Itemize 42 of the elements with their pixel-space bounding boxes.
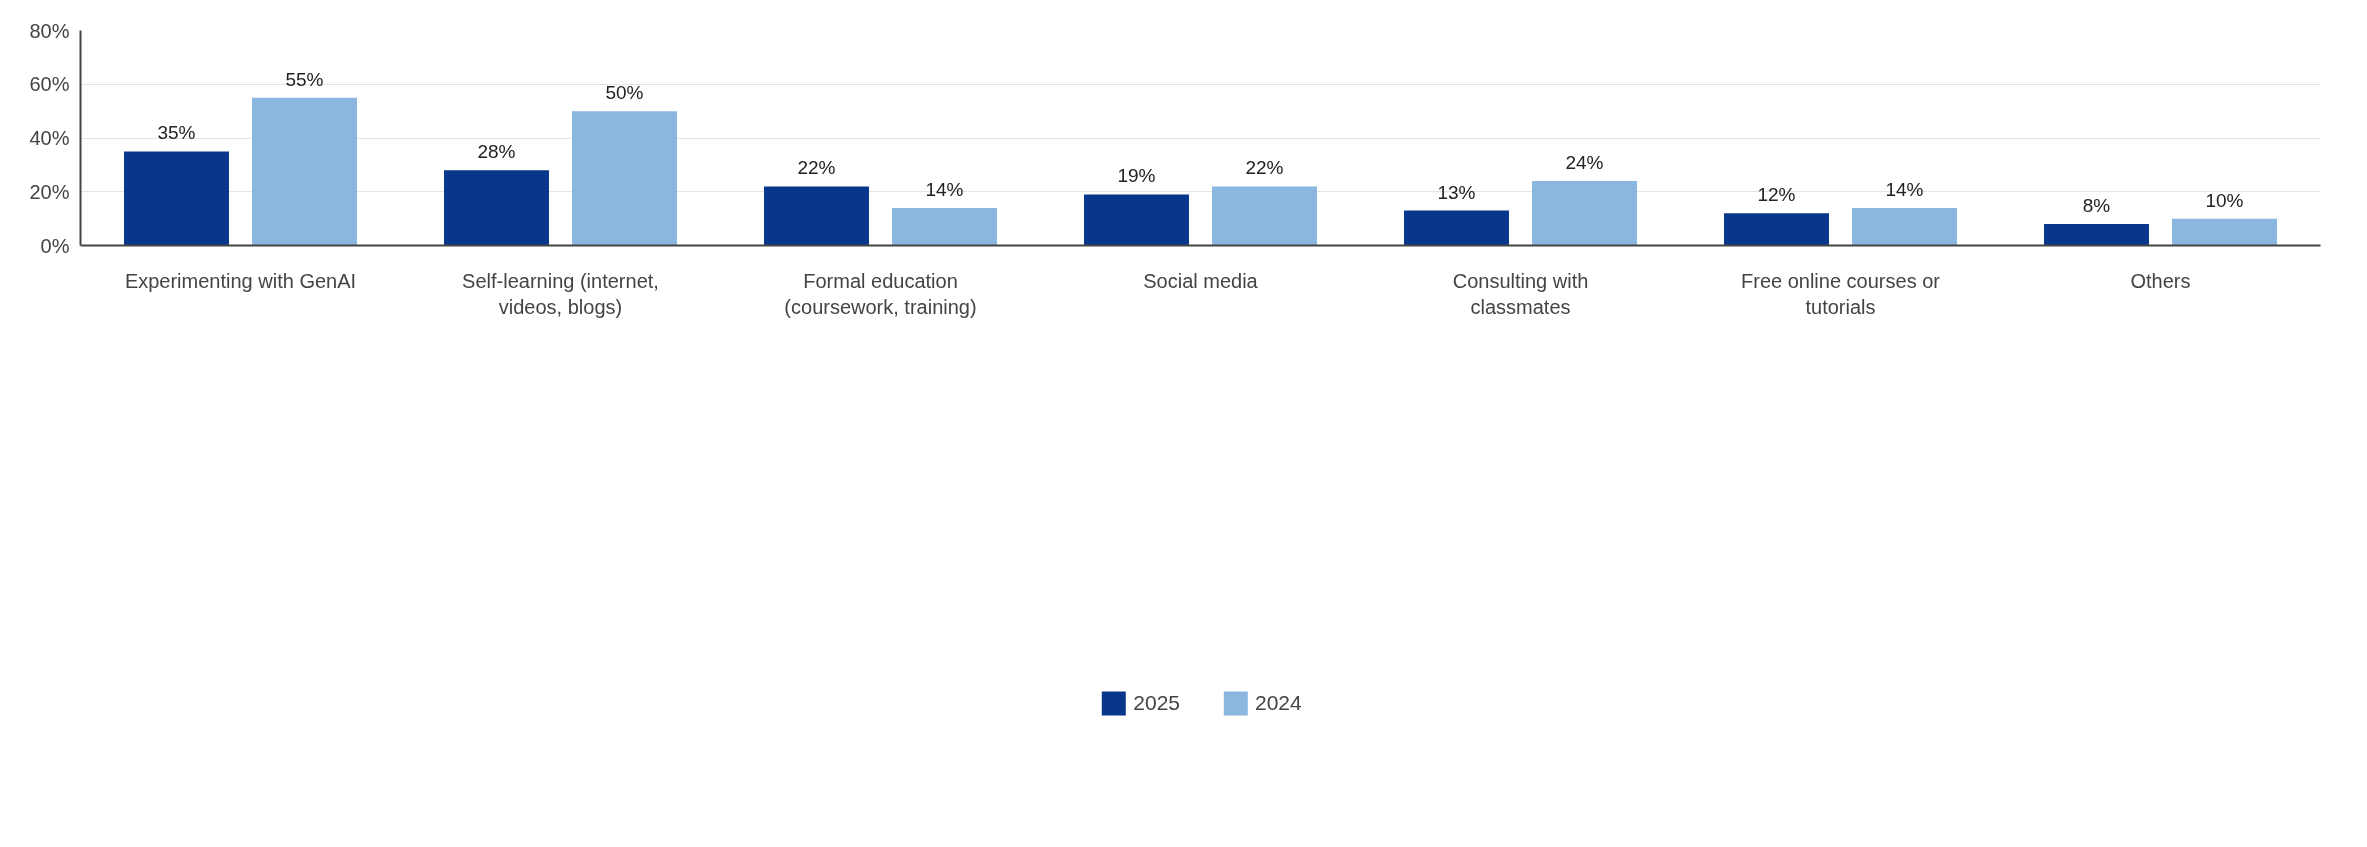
bar (2172, 218, 2277, 246)
legend-label: 2024 (1255, 690, 1302, 715)
bar (252, 97, 357, 246)
data-label: 28% (477, 141, 516, 163)
data-label: 24% (1565, 152, 1604, 173)
bar (1084, 194, 1189, 246)
y-tick-label: 80% (29, 19, 70, 42)
data-label: 10% (2205, 189, 2244, 211)
bar (1532, 181, 1637, 246)
x-tick-label: Others (2130, 269, 2191, 292)
legend-label: 2025 (1133, 690, 1180, 715)
bar (444, 170, 549, 246)
data-label: 35% (157, 122, 196, 144)
data-label: 22% (1245, 157, 1284, 179)
y-tick-label: 20% (29, 180, 70, 203)
x-tick-label: Consulting with classmates (1452, 269, 1589, 318)
bar (764, 186, 869, 246)
data-label: 19% (1117, 165, 1156, 187)
y-tick-label: 60% (29, 73, 70, 96)
data-label: 22% (797, 157, 836, 179)
data-label: 13% (1437, 181, 1476, 203)
data-label: 14% (1885, 178, 1924, 200)
data-label: 55% (285, 68, 324, 90)
x-tick-label: Self-learning (internet, videos, blogs) (462, 269, 659, 318)
x-tick-label: Experimenting with GenAI (124, 269, 357, 292)
x-tick-label: Social media (1143, 269, 1259, 292)
bar (1724, 213, 1829, 246)
x-tick-label: Formal education (coursework, training) (784, 269, 977, 318)
data-label: 12% (1757, 184, 1796, 206)
bar (1852, 207, 1957, 246)
bar (2044, 224, 2149, 246)
data-label: 8% (2082, 195, 2111, 216)
x-tick-label: Free online courses or tutorials (1741, 269, 1941, 318)
bar (1404, 210, 1509, 246)
bar (1212, 186, 1317, 246)
bar (892, 207, 997, 246)
bar (572, 111, 677, 246)
y-tick-label: 0% (40, 234, 70, 257)
bar (124, 151, 229, 246)
y-tick-label: 40% (29, 127, 70, 149)
data-label: 50% (605, 82, 644, 104)
data-label: 14% (925, 178, 964, 200)
